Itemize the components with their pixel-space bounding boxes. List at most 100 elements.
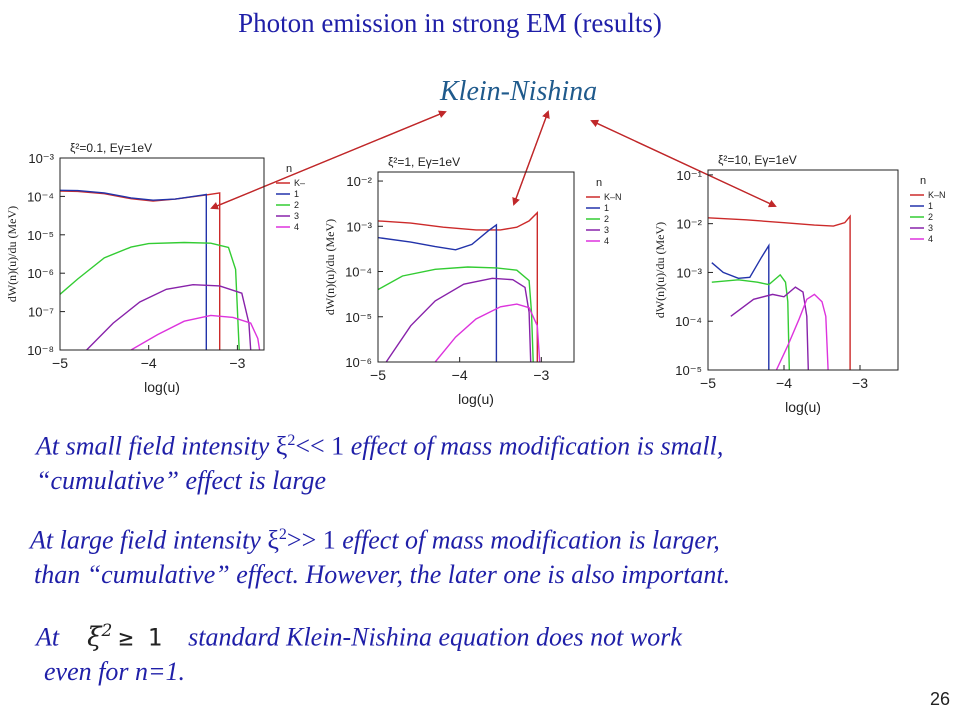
legend-entry: 4 — [604, 236, 609, 246]
y-axis-label: dW(n)(u)/du (MeV) — [653, 222, 667, 318]
series-line-k-n — [60, 190, 221, 350]
legend-title: n — [286, 163, 292, 175]
x-tick-label: −4 — [776, 375, 792, 391]
legend-entry: 3 — [604, 225, 609, 235]
x-tick-label: −5 — [370, 367, 386, 383]
chart-title: ξ²=0.1, Eγ=1eV — [70, 141, 152, 155]
plot-frame — [59, 157, 265, 351]
paragraph-large-field-line1: At large field intensity ξ2>> 1 effect o… — [30, 518, 730, 558]
legend-entry: 3 — [294, 211, 299, 221]
y-tick-label: 10⁻⁸ — [27, 343, 54, 358]
y-tick-label: 10⁻⁷ — [28, 305, 54, 320]
legend-title: n — [920, 175, 926, 187]
series-line-1 — [711, 243, 770, 370]
legend-entry: 1 — [604, 203, 609, 213]
paragraph-large-field-line2: than “cumulative” effect. However, the l… — [34, 559, 731, 589]
paragraph-kn-validity-line2: even for n=1. — [44, 656, 186, 686]
kn-arrow — [211, 110, 447, 209]
chart-title: ξ²=1, Eγ=1eV — [388, 155, 460, 169]
text-fragment: effect of mass modification is small, — [344, 431, 724, 461]
math-xi-exponent: 2 — [101, 621, 113, 641]
legend-title: n — [596, 177, 602, 189]
chart-panel-xi2-1: ξ²=1, Eγ=1eV −5 −4 −3 log(u) 10⁻² 10⁻³ 10⁻⁴ 10⁻⁵… — [320, 140, 650, 435]
x-tick-label: −4 — [452, 367, 468, 383]
y-tick-label: 10⁻¹ — [676, 168, 702, 183]
relation: << 1 — [295, 431, 345, 461]
y-tick-label: 10⁻⁵ — [27, 228, 54, 243]
y-tick-label: 10⁻³ — [676, 265, 702, 280]
text-fragment: At large field intensity — [30, 525, 268, 555]
chart-xi2-1: ξ²=1, Eγ=1eV −5 −4 −3 log(u) 10⁻² 10⁻³ 10⁻⁴ 10⁻⁵… — [323, 155, 622, 407]
xi-exponent: 2 — [287, 432, 296, 449]
legend-entry: 4 — [294, 222, 299, 232]
series-line-1 — [60, 189, 208, 350]
series-line-k-n — [708, 214, 851, 370]
paragraph-large-field: At large field intensity ξ2>> 1 effect o… — [30, 518, 730, 592]
legend-entry: 4 — [928, 234, 933, 244]
slide-title: Photon emission in strong EM (results) — [238, 8, 662, 38]
chart-panel-xi2-10: ξ²=10, Eγ=1eV −5 −4 −3 log(u) 10⁻¹ 10⁻² 10⁻³ 10⁻… — [640, 140, 960, 435]
kn-arrow — [590, 119, 776, 207]
text-fragment: standard Klein-Nishina equation does not… — [188, 622, 682, 652]
chart-title: ξ²=10, Eγ=1eV — [718, 153, 797, 167]
series-line-2 — [60, 241, 240, 350]
y-tick-label: 10⁻⁴ — [675, 314, 702, 329]
y-tick-label: 10⁻² — [676, 217, 702, 232]
xi-symbol: ξ — [275, 431, 288, 461]
y-tick-label: 10⁻³ — [346, 219, 372, 234]
xi-symbol: ξ — [267, 525, 279, 555]
series-line-1 — [378, 223, 498, 362]
legend-entry: 3 — [928, 223, 933, 233]
x-axis-label: log(u) — [458, 391, 494, 407]
chart-xi2-0-1: ξ²=0.1, Eγ=1eV −5 −4 −3 log(u) 10⁻³ 10⁻⁴ 10⁻⁵ 10… — [5, 141, 305, 395]
x-tick-label: −5 — [700, 375, 716, 391]
paragraph-kn-validity-line1: At ξ2 ≥ 1 standard Klein-Nishina equation … — [36, 614, 682, 655]
y-tick-label: 10⁻⁶ — [27, 266, 54, 281]
y-tick-label: 10⁻³ — [28, 151, 54, 166]
legend-entry: 1 — [294, 189, 299, 199]
plot-frame — [707, 169, 899, 371]
y-axis-label: dW(n)(u)/du (MeV) — [323, 219, 337, 315]
plot-frame — [377, 171, 575, 363]
legend-entry: 1 — [928, 201, 933, 211]
x-tick-label: −5 — [52, 355, 68, 371]
x-axis-label: log(u) — [144, 379, 180, 395]
x-tick-label: −3 — [852, 375, 868, 391]
text-fragment: At — [36, 622, 60, 652]
series-line-3 — [385, 277, 532, 362]
math-relation: ≥ 1 — [118, 623, 163, 652]
chart-xi2-10: ξ²=10, Eγ=1eV −5 −4 −3 log(u) 10⁻¹ 10⁻² 10⁻³ 10⁻… — [653, 153, 946, 415]
series-line-3 — [86, 283, 252, 350]
y-tick-label: 10⁻⁴ — [27, 189, 54, 204]
series-line-k-n — [378, 211, 539, 362]
paragraph-small-field: At small field intensity ξ2<< 1 effect o… — [36, 424, 723, 498]
legend-entry: K–N — [604, 192, 622, 202]
paragraph-kn-validity: At ξ2 ≥ 1 standard Klein-Nishina equation … — [36, 614, 682, 689]
paragraph-small-field-line2: “cumulative” effect is large — [36, 465, 327, 495]
y-tick-label: 10⁻² — [346, 174, 372, 189]
series-line-3 — [730, 286, 809, 370]
x-tick-label: −3 — [229, 355, 245, 371]
text-fragment: effect of mass modification is larger, — [335, 525, 720, 555]
legend-entry: 2 — [604, 214, 609, 224]
y-tick-label: 10⁻⁶ — [345, 355, 372, 370]
text-fragment: At small field intensity — [36, 431, 276, 461]
xi-exponent: 2 — [278, 526, 287, 543]
y-tick-label: 10⁻⁴ — [345, 265, 372, 280]
legend-entry: 2 — [928, 212, 933, 222]
x-tick-label: −4 — [141, 355, 157, 371]
series-line-4 — [434, 303, 541, 362]
legend-entry: K– — [294, 178, 305, 188]
paragraph-small-field-line1: At small field intensity ξ2<< 1 effect o… — [36, 424, 723, 464]
relation: >> 1 — [286, 525, 336, 555]
series-line-4 — [130, 314, 261, 350]
legend-entry: 2 — [294, 200, 299, 210]
x-tick-label: −3 — [533, 367, 549, 383]
legend-entry: K–N — [928, 190, 946, 200]
kn-arrow — [513, 110, 550, 205]
series-line-4 — [775, 293, 829, 370]
page-number: 26 — [929, 689, 950, 709]
series-line-2 — [711, 273, 790, 370]
y-tick-label: 10⁻⁵ — [675, 363, 702, 378]
